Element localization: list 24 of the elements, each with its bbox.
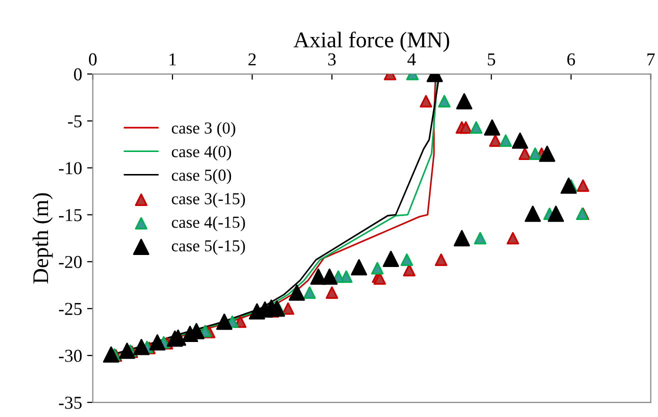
y-axis-title: Depth (m) xyxy=(32,193,53,284)
x-tick-label: 2 xyxy=(248,53,256,66)
x-axis-title: Axial force (MN) xyxy=(294,32,450,52)
legend-label: case 5(0) xyxy=(172,169,232,184)
x-tick-label: 3 xyxy=(328,53,336,66)
x-tick-label: 6 xyxy=(567,53,576,66)
y-tick-label: -15 xyxy=(58,209,82,222)
y-tick-label: -20 xyxy=(58,256,82,268)
y-tick-label: -5 xyxy=(68,115,82,128)
legend-label: case 3 (0) xyxy=(172,122,236,138)
y-tick-label: -10 xyxy=(58,162,82,174)
x-tick-label: 7 xyxy=(647,53,655,66)
y-tick-label: 0 xyxy=(74,68,82,80)
y-tick-label: -25 xyxy=(58,302,82,316)
x-tick-label: 1 xyxy=(170,53,176,66)
y-tick-label: -30 xyxy=(58,350,82,362)
legend-label: case 3(-15) xyxy=(172,192,245,208)
x-tick-label: 0 xyxy=(88,53,97,66)
x-tick-label: 4 xyxy=(407,53,416,66)
y-tick-label: -35 xyxy=(58,396,82,409)
legend-label: case 4(0) xyxy=(172,146,232,161)
x-tick-label: 5 xyxy=(488,53,496,66)
legend-label: case 5(-15) xyxy=(172,240,245,255)
legend-label: case 4(-15) xyxy=(172,216,245,232)
